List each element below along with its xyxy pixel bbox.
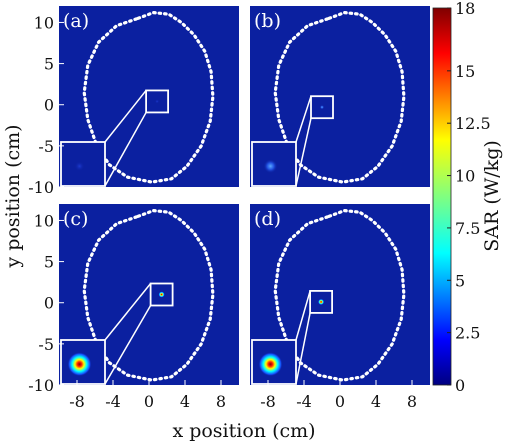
panel-1: (a) [59,6,239,187]
zoom-connector [104,89,147,143]
zoom-box [310,95,334,120]
colorbar-tick-label: 18 [455,0,475,18]
zoom-box [309,290,334,314]
inset-hotspot [258,352,283,377]
inset-hotspot [263,159,278,174]
colorbar-tick-label: 2.5 [455,324,480,343]
panel-4: (d) [250,204,430,385]
y-tick-label: 0 [44,96,54,115]
y-tick-label: 0 [44,294,54,313]
inset-hotspot [67,352,92,377]
x-tick-label: 8 [407,392,417,411]
sar-hotspot [154,99,160,104]
colorbar-gradient [432,7,452,386]
sar-hotspot [158,291,165,298]
colorbar-label: SAR (W/kg) [481,140,503,252]
zoom-connector [104,283,152,341]
y-tick-label: -5 [38,335,54,354]
axes-layer: 10 5 0 -5 -10 10 5 0 -5 -10 -8 -4 0 4 8 -8 -4 0 4 8 x positi… [2,13,417,442]
colorbar: 18 15 12.5 10 7.5 5 2.5 0 SAR (W/kg) [432,0,503,395]
y-tick-label: 5 [44,253,54,272]
panel-2: (b) [250,6,430,187]
y-axis-label: y position (cm) [2,124,24,268]
panel-label: (d) [254,208,281,230]
sar-hotspot [318,298,325,305]
zoom-box [145,89,170,114]
zoom-connector [295,95,312,143]
y-tick-label: 10 [34,13,54,32]
zoom-box [149,282,174,307]
inset-hotspot [74,161,85,172]
colorbar-tick-label: 5 [455,271,465,290]
colorbar-tick-label: 12.5 [455,114,491,133]
zoom-connector [104,112,147,187]
zoom-connector [295,118,312,187]
panel-label: (a) [63,10,89,32]
colorbar-tick-label: 0 [455,376,465,395]
colorbar-tick-label: 15 [455,62,475,81]
sar-hotspot [319,104,325,110]
x-tick-label: 4 [371,392,381,411]
colorbar-tick-label: 10 [455,167,475,186]
colorbar-tick-label: 7.5 [455,219,480,238]
panel-label: (b) [254,10,281,32]
panel-3: (c) [59,204,239,385]
x-axis-label: x position (cm) [172,420,315,442]
heatmap-panels: (a) (b) (c) (d) [59,6,430,385]
zoom-connector [295,312,311,385]
x-tick-label: 4 [180,392,190,411]
y-tick-label: -5 [38,137,54,156]
y-tick-label: -10 [28,376,54,395]
body-outline [273,208,406,382]
x-tick-label: 8 [216,392,226,411]
zoom-connector [295,290,311,341]
y-tick-label: -10 [28,178,54,197]
body-outline [82,10,215,184]
y-tick-label: 10 [34,211,54,230]
y-tick-label: 5 [44,55,54,74]
zoom-connector [104,305,152,385]
x-tick-label: -8 [260,392,276,411]
body-outline [82,208,215,382]
x-tick-label: 0 [144,392,154,411]
x-tick-label: 0 [335,392,345,411]
body-outline [273,10,406,184]
x-tick-label: -4 [296,392,312,411]
x-tick-label: -8 [69,392,85,411]
x-tick-label: -4 [105,392,121,411]
panel-label: (c) [63,208,88,230]
